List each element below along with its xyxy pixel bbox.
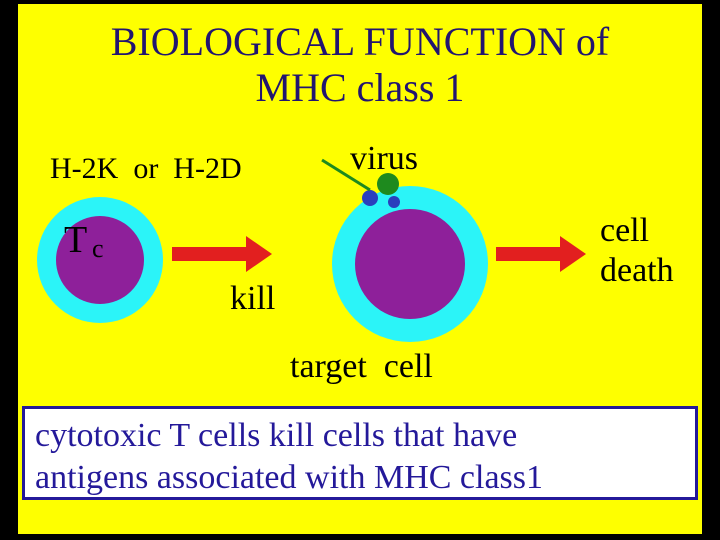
label-cell-death-2: death	[600, 252, 674, 290]
label-tc-c: c	[92, 234, 104, 264]
slide-title-line2: MHC class 1	[0, 64, 720, 111]
kill-arrow-2	[496, 236, 586, 272]
virus-particle-blue-2	[388, 196, 400, 208]
slide-title-line1: BIOLOGICAL FUNCTION of	[0, 18, 720, 65]
caption-line-1: cytotoxic T cells kill cells that have	[35, 415, 685, 457]
caption-line-2: antigens associated with MHC class1	[35, 457, 685, 499]
target-cell-nucleus	[355, 209, 465, 319]
label-virus: virus	[350, 140, 418, 178]
label-cell-death-1: cell	[600, 212, 649, 250]
label-target-cell: target cell	[290, 348, 433, 386]
label-h2k-h2d: H-2K or H-2D	[50, 152, 242, 186]
kill-arrow-1	[172, 236, 272, 272]
label-kill: kill	[230, 280, 275, 318]
caption-box: cytotoxic T cells kill cells that have a…	[22, 406, 698, 500]
label-tc-t: T	[64, 218, 87, 262]
